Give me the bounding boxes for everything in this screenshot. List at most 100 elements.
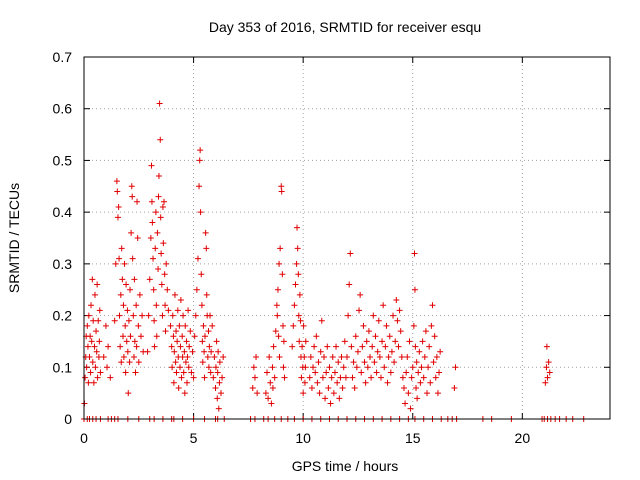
data-point <box>182 359 189 366</box>
data-point <box>267 379 274 386</box>
data-point <box>134 235 141 241</box>
data-point <box>298 374 305 381</box>
data-point <box>264 369 271 376</box>
data-point <box>96 338 103 345</box>
data-point <box>96 307 103 314</box>
data-point <box>370 312 377 319</box>
data-point <box>170 333 177 340</box>
data-point <box>100 353 107 360</box>
x-tick-label: 5 <box>190 430 198 446</box>
data-point <box>380 302 387 309</box>
data-point <box>377 374 384 381</box>
data-point <box>312 369 319 376</box>
data-point <box>93 348 100 355</box>
data-point <box>144 348 151 355</box>
data-point <box>175 384 182 391</box>
data-point <box>329 353 336 360</box>
data-point <box>428 322 435 329</box>
data-point <box>120 353 127 360</box>
data-point <box>158 250 165 257</box>
data-point <box>185 307 192 314</box>
data-point <box>409 364 416 371</box>
data-point <box>208 348 215 355</box>
data-point <box>276 260 283 267</box>
data-point <box>347 250 354 257</box>
data-point <box>87 369 94 376</box>
data-point <box>413 359 420 366</box>
data-point <box>169 312 176 319</box>
data-point <box>128 229 135 236</box>
data-point <box>333 343 340 350</box>
data-point <box>125 317 132 324</box>
data-point <box>356 307 363 314</box>
data-point <box>429 302 436 309</box>
data-point <box>337 374 344 381</box>
data-point <box>383 322 390 329</box>
data-point <box>146 276 153 283</box>
data-point <box>349 374 356 381</box>
data-point <box>351 384 358 391</box>
data-point <box>197 147 204 154</box>
data-point <box>158 281 165 288</box>
data-point <box>169 364 176 371</box>
data-point <box>350 359 357 366</box>
data-point <box>157 214 164 221</box>
data-point <box>262 390 269 397</box>
data-point <box>116 312 123 319</box>
data-point <box>297 317 304 324</box>
data-point <box>181 348 188 355</box>
data-point <box>217 390 224 397</box>
data-point <box>155 266 162 273</box>
plot-frame <box>83 56 611 420</box>
data-point <box>324 343 331 350</box>
data-point <box>293 260 300 267</box>
data-point <box>392 338 399 345</box>
data-point <box>85 312 92 319</box>
data-point <box>174 307 181 314</box>
data-point <box>212 364 219 371</box>
data-point <box>434 390 441 397</box>
data-point <box>196 183 203 190</box>
data-point <box>310 364 317 371</box>
data-point <box>365 328 372 335</box>
data-point <box>132 369 139 376</box>
data-point <box>302 364 309 371</box>
data-point <box>102 322 109 329</box>
data-point <box>118 245 125 252</box>
data-point <box>180 312 187 319</box>
data-point <box>201 333 208 340</box>
data-point <box>420 374 427 381</box>
data-point <box>88 302 95 309</box>
data-point <box>317 348 324 355</box>
data-point <box>390 312 397 319</box>
data-point <box>417 379 424 386</box>
data-point <box>203 245 210 252</box>
data-point <box>125 390 132 397</box>
data-point <box>544 374 551 381</box>
data-point <box>148 198 155 205</box>
data-point <box>338 353 345 360</box>
data-point <box>91 291 98 298</box>
data-point <box>193 286 200 293</box>
data-point <box>127 333 134 340</box>
data-point <box>254 390 261 397</box>
data-point <box>186 343 193 350</box>
data-point <box>135 359 142 366</box>
data-point <box>353 364 360 371</box>
data-point <box>249 384 256 391</box>
data-point <box>206 343 213 350</box>
data-point <box>404 353 411 360</box>
data-point <box>184 353 191 360</box>
data-point <box>433 353 440 360</box>
data-point <box>94 281 101 288</box>
data-point <box>408 374 415 381</box>
data-point <box>396 307 403 314</box>
data-point <box>382 343 389 350</box>
data-point <box>134 198 141 205</box>
data-point <box>414 395 421 402</box>
data-point <box>174 338 181 345</box>
data-point <box>367 353 374 360</box>
data-point <box>411 286 418 293</box>
data-point <box>126 359 133 366</box>
y-tick-label: 0.1 <box>53 359 73 375</box>
